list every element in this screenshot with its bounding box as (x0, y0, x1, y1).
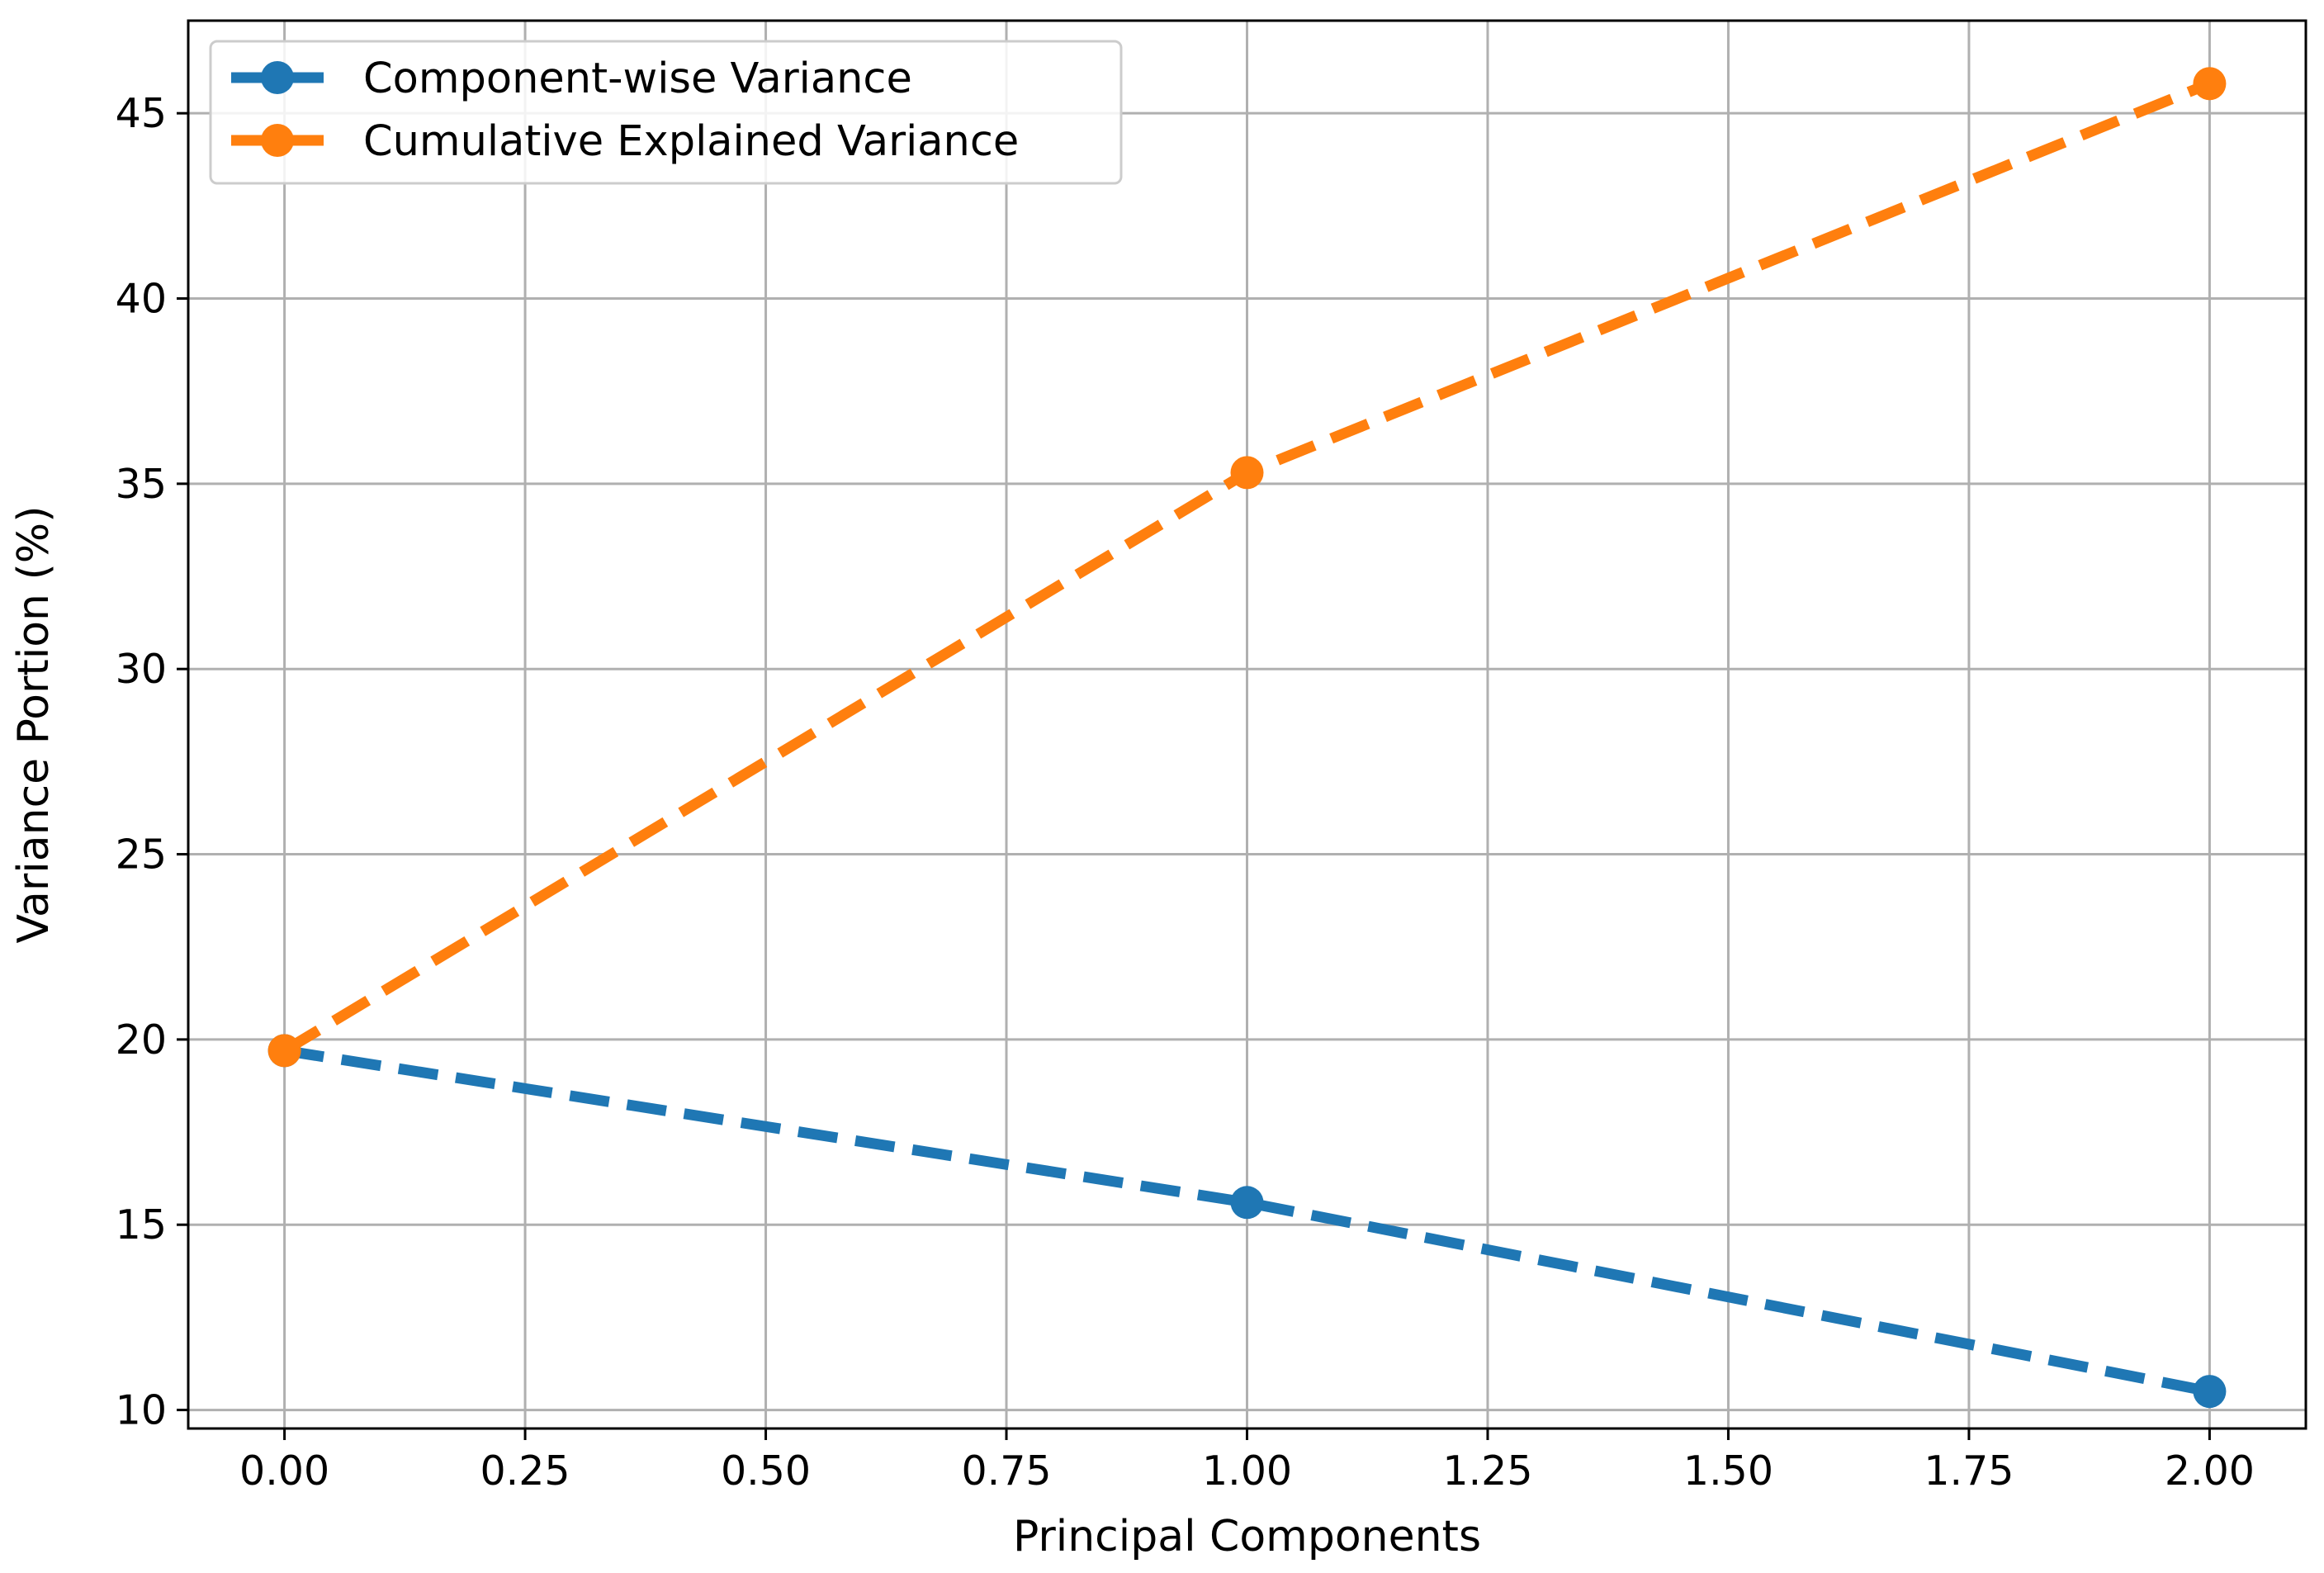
y-tick-label: 45 (116, 90, 167, 137)
legend-item: Component-wise Variance (231, 54, 912, 103)
y-tick-label: 25 (116, 832, 167, 879)
legend-marker (261, 124, 294, 157)
x-tick-label: 2.00 (2165, 1447, 2255, 1495)
data-series (267, 67, 2227, 1409)
legend-item: Cumulative Explained Variance (231, 117, 1019, 166)
data-point (2193, 1375, 2227, 1409)
grid-lines (188, 21, 2306, 1428)
legend-label: Component-wise Variance (363, 54, 912, 103)
data-point (1230, 1186, 1264, 1220)
x-tick-label: 0.25 (480, 1447, 570, 1495)
y-tick-label: 10 (116, 1387, 167, 1434)
x-tick-label: 1.75 (1924, 1447, 2014, 1495)
y-axis-label: Variance Portion (%) (9, 506, 59, 944)
x-tick-label: 0.00 (239, 1447, 329, 1495)
x-tick-label: 1.00 (1202, 1447, 1292, 1495)
data-point (267, 1034, 301, 1068)
x-tick-label: 0.75 (961, 1447, 1051, 1495)
series-line (283, 1045, 2211, 1397)
x-tick-label: 1.25 (1442, 1447, 1532, 1495)
y-tick-label: 35 (116, 461, 167, 508)
x-axis-ticks: 0.00 0.25 0.50 0.75 1.00 1.25 1.50 1.75 2.00 (239, 1428, 2255, 1495)
legend: Component-wise Variance Cumulative Explai… (209, 40, 1123, 185)
y-tick-label: 30 (116, 646, 167, 693)
series-cumulative (267, 67, 2227, 1068)
legend-marker (261, 61, 294, 94)
y-tick-label: 20 (116, 1016, 167, 1064)
y-axis-ticks: 10 15 20 25 30 35 40 45 (116, 90, 188, 1434)
data-point (2193, 67, 2227, 101)
legend-box (209, 40, 1123, 185)
legend-label: Cumulative Explained Variance (363, 117, 1019, 166)
data-point (1230, 456, 1264, 490)
x-tick-label: 1.50 (1683, 1447, 1773, 1495)
y-tick-label: 15 (116, 1201, 167, 1248)
x-tick-label: 0.50 (721, 1447, 811, 1495)
axes-frame (187, 19, 2307, 1430)
y-tick-label: 40 (116, 276, 167, 323)
x-axis-label: Principal Components (1013, 1512, 1481, 1561)
